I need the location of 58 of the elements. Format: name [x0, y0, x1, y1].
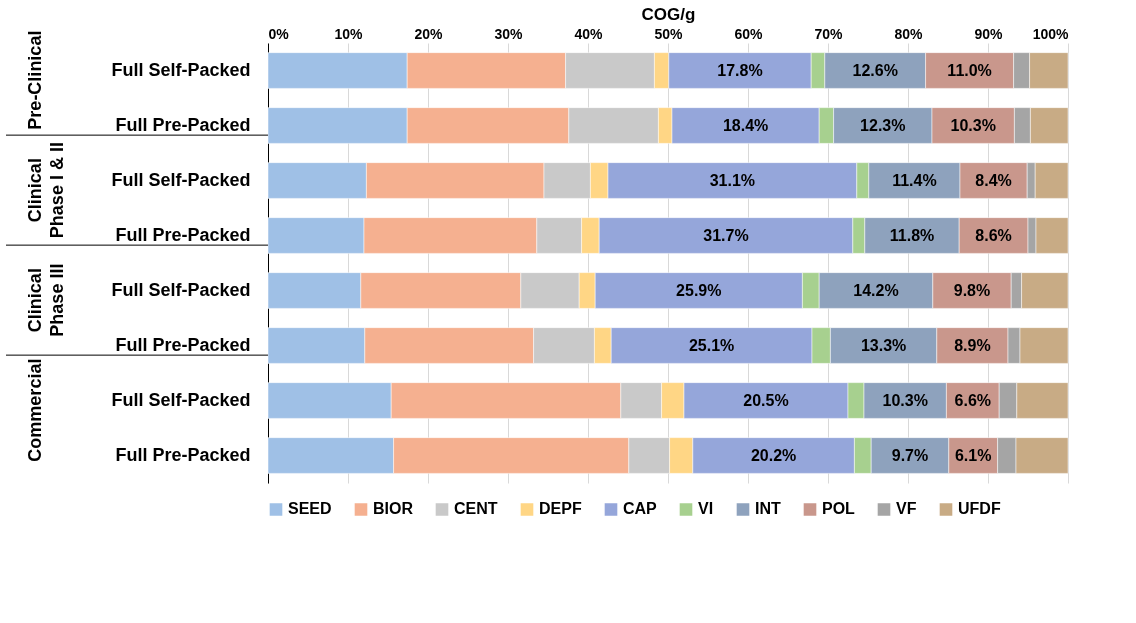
data-label: 11.4% [892, 171, 937, 189]
y-tick-label: Full Self-Packed [111, 59, 251, 80]
y-tick-label: Full Pre-Packed [115, 224, 251, 245]
data-label: 11.0% [947, 61, 992, 79]
data-label: 25.1% [688, 336, 735, 354]
x-tick-label: 90% [974, 25, 1004, 42]
data-label: 8.4% [975, 171, 1012, 189]
data-label: 10.3% [950, 116, 996, 134]
legend-label: VI [698, 500, 714, 518]
data-label: 12.3% [860, 116, 906, 134]
data-label: 9.8% [953, 281, 991, 299]
legend-label: DEPF [539, 500, 582, 518]
data-label: 17.8% [717, 61, 763, 79]
x-tick-label: 70% [814, 25, 844, 42]
data-label: 31.7% [703, 226, 749, 244]
x-tick-label: 50% [654, 25, 684, 42]
legend-label: SEED [288, 500, 332, 518]
data-label: 14.2% [853, 281, 899, 299]
legend-label: CAP [623, 500, 658, 518]
data-label: 18.4% [722, 116, 769, 134]
data-label: 10.3% [882, 391, 928, 409]
legend-label: BIOR [373, 500, 414, 518]
x-axis-title: COG/g [641, 4, 696, 24]
data-label: 9.7% [891, 446, 929, 464]
data-label: 12.6% [852, 61, 898, 79]
text: Commercial [25, 358, 45, 462]
data-label: 8.6% [975, 226, 1012, 244]
x-tick-label: 40% [574, 25, 604, 42]
x-tick-label: 100% [1032, 25, 1070, 42]
x-tick-label: 10% [334, 25, 364, 42]
data-label: 25.9% [676, 281, 722, 299]
legend-label: CENT [454, 500, 498, 518]
data-label: 20.2% [750, 446, 797, 464]
x-tick-label: 0% [268, 25, 290, 42]
text: Clinical Phase III [25, 263, 67, 337]
x-tick-label: 60% [734, 25, 764, 42]
x-tick-label: 80% [894, 25, 924, 42]
legend-label: INT [755, 500, 781, 518]
text: Clinical Phase I & II [25, 142, 67, 239]
legend-label: UFDF [958, 500, 1001, 518]
y-tick-label: Full Pre-Packed [115, 334, 251, 355]
y-tick-label: Full Self-Packed [111, 389, 251, 410]
data-label: 11.8% [889, 226, 935, 244]
data-label: 6.6% [954, 391, 992, 409]
x-tick-label: 20% [414, 25, 444, 42]
y-tick-label: Full Self-Packed [111, 169, 251, 190]
y-tick-label: Full Pre-Packed [115, 444, 251, 465]
y-tick-label: Full Self-Packed [111, 279, 251, 300]
x-tick-label: 30% [494, 25, 524, 42]
text: Pre-Clinical [25, 30, 45, 130]
y-tick-label: Full Pre-Packed [115, 114, 251, 135]
data-label: 6.1% [954, 446, 992, 464]
data-label: 20.5% [743, 391, 789, 409]
data-label: 13.3% [860, 336, 907, 354]
legend-label: VF [896, 500, 917, 518]
data-label: 8.9% [954, 336, 991, 354]
data-label: 31.1% [709, 171, 756, 189]
legend-label: POL [822, 500, 856, 518]
